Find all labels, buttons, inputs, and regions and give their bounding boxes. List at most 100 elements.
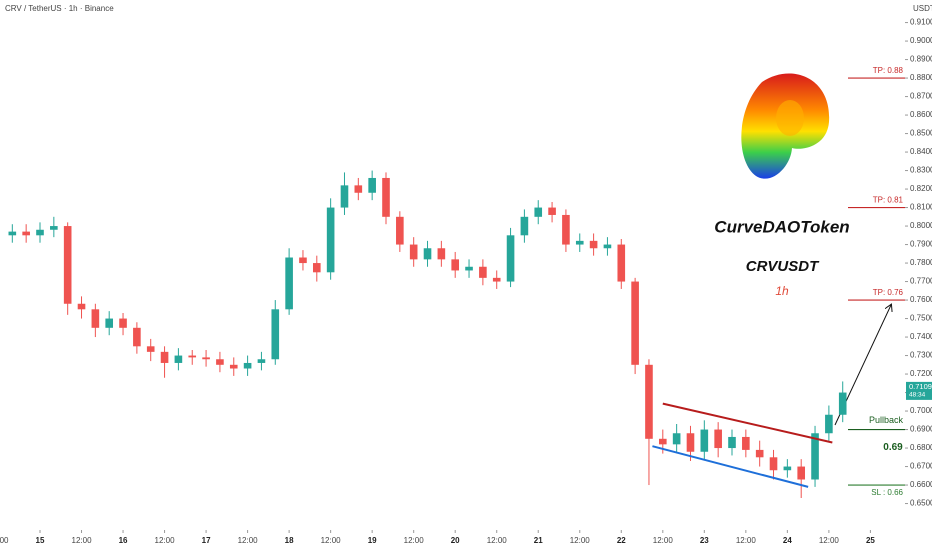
candle-body (36, 229, 44, 236)
x-tick-label: 22 (617, 536, 626, 545)
candle-body (216, 359, 224, 365)
x-tick-label: 12:00 (321, 536, 342, 545)
candle-body (105, 318, 114, 328)
candle-body (562, 214, 570, 245)
level-label: Pullback (869, 415, 904, 425)
candle-body (354, 185, 363, 193)
candle-body (91, 309, 100, 328)
candle-body (243, 362, 252, 369)
candle-body (188, 355, 197, 358)
candle-body (146, 346, 155, 352)
candle-body (312, 263, 321, 273)
x-tick-label: 16 (119, 536, 128, 545)
x-tick-label: 12:00 (653, 536, 674, 545)
candle-body (658, 438, 667, 445)
x-tick-label: 15 (36, 536, 45, 545)
candle-body (686, 433, 695, 452)
candle-body (257, 359, 266, 363)
level-label: TP: 0.81 (873, 196, 904, 205)
candle-body (63, 226, 72, 304)
candle-body (409, 244, 418, 260)
candle-body (202, 357, 210, 360)
candle-body (603, 244, 612, 249)
x-tick-label: 19 (368, 536, 377, 545)
x-tick-label: 12:00 (736, 536, 757, 545)
candle-body (285, 257, 293, 310)
last-price: 0.7109 (909, 382, 932, 391)
candle-body (506, 235, 515, 282)
candle-body (769, 457, 778, 471)
annotation: CRVUSDT (746, 258, 820, 275)
level-label: SL : 0.66 (871, 488, 903, 497)
candle-body (229, 364, 238, 369)
x-tick-label: 17 (202, 536, 211, 545)
candle-body (492, 277, 501, 282)
annotation: 1h (775, 284, 789, 298)
last-price-box (906, 381, 932, 400)
currency: USDT (913, 4, 932, 13)
candle-body (825, 414, 833, 434)
level-label: TP: 0.88 (873, 66, 904, 75)
candle-body (742, 436, 750, 450)
candle-body (77, 303, 86, 310)
candle-body (479, 266, 487, 278)
candle-body (368, 177, 376, 193)
candle-body (160, 351, 169, 363)
x-tick-label: 12:00 (238, 536, 259, 545)
x-tick-label: 20 (451, 536, 460, 545)
x-tick-label: 12:00 (72, 536, 93, 545)
level-value: 0.69 (883, 442, 903, 453)
candle-body (22, 231, 30, 236)
x-tick-label: 12:00 (155, 536, 176, 545)
candle-body (838, 392, 847, 415)
candle-body (534, 207, 543, 217)
candle-body (326, 207, 335, 273)
candle-body (437, 248, 446, 260)
x-tick-label: 25 (866, 536, 875, 545)
x-tick-label: 12:00 (0, 536, 9, 545)
x-tick-label: 12:00 (570, 536, 591, 545)
candle-body (645, 364, 653, 439)
candle-body (714, 429, 722, 449)
candle-body (451, 259, 460, 271)
x-tick-label: 23 (700, 536, 709, 545)
candle-body (589, 240, 598, 249)
candle-body (119, 318, 127, 328)
candle-body (520, 216, 529, 236)
candle-body (617, 244, 626, 282)
candle-body (548, 207, 556, 215)
candle-body (382, 177, 390, 217)
candle-body (271, 309, 280, 360)
x-tick-label: 12:00 (404, 536, 425, 545)
candle-body (50, 226, 58, 230)
candle-body (811, 433, 819, 480)
candle-body (133, 327, 141, 347)
candle-body (340, 185, 349, 208)
y-tick-label: 0.9100 (910, 18, 932, 27)
level-label: TP: 0.76 (873, 288, 904, 297)
annotation: CurveDAOToken (714, 217, 849, 236)
